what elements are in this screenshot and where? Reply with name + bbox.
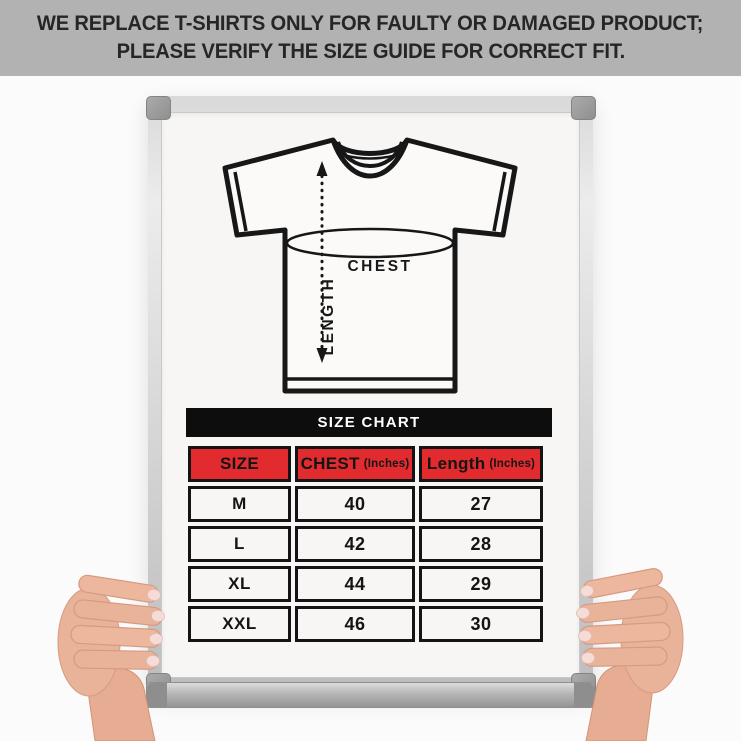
chest-label: CHEST	[347, 258, 412, 275]
table-cell-chest-m: 40	[295, 486, 415, 522]
tray-end-cap-right	[574, 683, 594, 707]
collar-rib-line-1	[343, 148, 397, 155]
header-chest-unit: (Inches)	[363, 458, 410, 470]
tray-end-cap-left	[147, 683, 167, 707]
right-fingernails	[576, 585, 595, 664]
left-hand-photo	[57, 574, 165, 741]
table-cell-chest-l: 42	[295, 526, 415, 562]
length-label: LENGTH	[320, 277, 337, 356]
table-cell-length-xxl: 30	[419, 606, 543, 642]
header-chest-label: CHEST	[300, 454, 360, 473]
arrow-head-top	[316, 161, 328, 176]
header-cell-length: Length (Inches)	[419, 446, 543, 482]
left-sleeve-hem-line	[233, 171, 248, 232]
header-cell-size: SIZE	[188, 446, 291, 482]
table-cell-chest-xl: 44	[295, 566, 415, 602]
tshirt-measurement-diagram: CHEST LENGTH	[222, 137, 518, 394]
collar-neck-opening	[336, 141, 404, 168]
right-hand-photo	[576, 568, 684, 741]
policy-line-2: PLEASE VERIFY THE SIZE GUIDE FOR CORRECT…	[116, 40, 625, 63]
table-cell-size-xxl: XXL	[188, 606, 291, 642]
table-cell-length-xl: 29	[419, 566, 543, 602]
header-length-label: Length	[426, 454, 486, 473]
table-cell-size-l: L	[188, 526, 291, 562]
board-corner-top-right	[571, 96, 596, 120]
size-chart-title-bar: SIZE CHART	[186, 408, 552, 437]
left-fingers	[70, 574, 164, 670]
whiteboard-pen-tray	[146, 682, 595, 708]
header-length-unit: (Inches)	[489, 458, 536, 470]
header-size-label: SIZE	[220, 454, 259, 473]
collar-band-bottom	[330, 139, 410, 179]
table-cell-size-m: M	[188, 486, 291, 522]
policy-banner: WE REPLACE T-SHIRTS ONLY FOR FAULTY OR D…	[0, 0, 741, 76]
table-cell-length-m: 27	[419, 486, 543, 522]
left-fingernails	[146, 589, 165, 667]
chest-measure-ellipse	[285, 227, 455, 259]
header-cell-chest: CHEST (Inches)	[295, 446, 415, 482]
policy-line-1: WE REPLACE T-SHIRTS ONLY FOR FAULTY OR D…	[37, 12, 704, 35]
right-sleeve-hem-line	[492, 171, 507, 232]
size-chart-table: SIZE CHEST (Inches) Length (Inches) M 40…	[188, 446, 543, 642]
size-chart-title: SIZE CHART	[317, 414, 421, 431]
arrow-head-bottom	[316, 348, 328, 363]
board-corner-top-left	[146, 96, 171, 120]
table-cell-length-l: 28	[419, 526, 543, 562]
collar-rib-line-2	[342, 153, 398, 160]
table-cell-size-xl: XL	[188, 566, 291, 602]
table-cell-chest-xxl: 46	[295, 606, 415, 642]
